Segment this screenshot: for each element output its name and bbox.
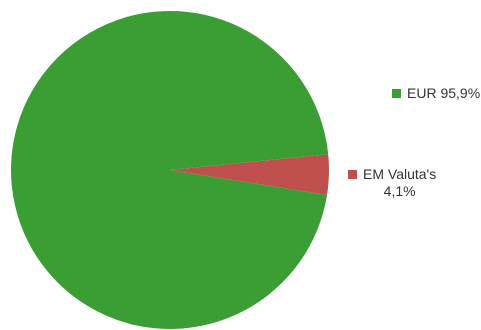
legend-swatch-em xyxy=(348,170,357,179)
legend-entry-eur: EUR 95,9% xyxy=(392,85,481,102)
legend-label-eur: EUR 95,9% xyxy=(407,85,481,101)
legend-entry-em: EM Valuta's 4,1% xyxy=(348,166,437,200)
pie-slice-eur xyxy=(10,10,329,329)
legend-value-em: 4,1% xyxy=(383,183,416,199)
pie-slice-em xyxy=(170,154,329,195)
legend-swatch-eur xyxy=(392,89,401,98)
legend-label-em: EM Valuta's xyxy=(363,166,437,182)
